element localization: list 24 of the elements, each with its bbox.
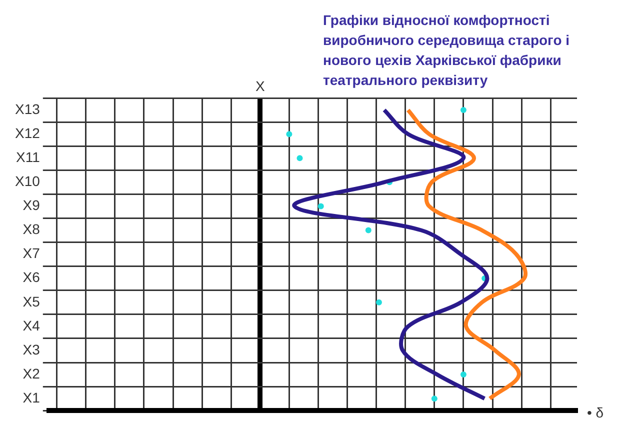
y-tick-label: X12 [14,124,40,141]
y-tick-label: X10 [14,173,40,190]
y-tick-label: X5 [22,293,40,310]
y-axis-title: X [255,78,266,94]
y-tick-label: X13 [14,100,40,117]
point [431,396,438,402]
y-tick-label: X7 [22,245,40,262]
y-tick-label: X3 [22,341,40,358]
point [296,155,303,162]
point [460,372,466,378]
point [286,131,292,138]
y-tick-label: X9 [22,197,40,214]
y-tick-label: X8 [22,221,40,238]
y-tick-label: X1 [22,389,40,406]
point [318,203,324,210]
point [365,227,372,234]
x-axis-title: • δ [587,404,604,420]
y-tick-label: X11 [16,148,40,165]
y-tick-label: X4 [22,317,40,334]
y-tick-label: X6 [22,269,40,286]
y-tick-label: X2 [22,365,40,382]
point [376,299,382,306]
chart-title: Графіки відносної комфортності виробничого середовища старого і нового цехів Харківської фабрики театрального реквізиту [323,11,571,90]
point [460,107,466,114]
